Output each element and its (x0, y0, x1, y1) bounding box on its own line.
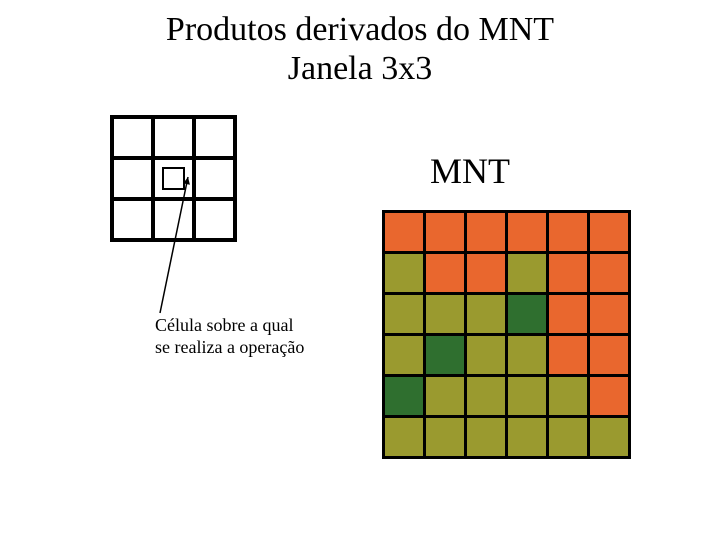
mnt-cell (549, 254, 587, 292)
window-cell (114, 201, 151, 238)
mnt-cell (467, 295, 505, 333)
mnt-cell (590, 418, 628, 456)
mnt-cell (426, 336, 464, 374)
window-cell (155, 201, 192, 238)
mnt-cell (508, 377, 546, 415)
mnt-cell (467, 336, 505, 374)
mnt-cell (426, 254, 464, 292)
mnt-cell (426, 377, 464, 415)
mnt-cell (508, 213, 546, 251)
mnt-cell (385, 377, 423, 415)
mnt-label: MNT (430, 150, 510, 192)
mnt-cell (549, 377, 587, 415)
mnt-cell (508, 418, 546, 456)
mnt-cell (508, 295, 546, 333)
mnt-cell (426, 295, 464, 333)
mnt-cell (549, 336, 587, 374)
page-title: Produtos derivados do MNT Janela 3x3 (0, 10, 720, 88)
mnt-cell (590, 336, 628, 374)
mnt-cell (549, 213, 587, 251)
mnt-cell (426, 213, 464, 251)
mnt-cell (385, 254, 423, 292)
mnt-cell (467, 418, 505, 456)
caption-text: Célula sobre a qual se realiza a operaçã… (155, 315, 304, 358)
title-line-2: Janela 3x3 (0, 49, 720, 88)
window-cell (114, 160, 151, 197)
mnt-cell (467, 213, 505, 251)
mnt-cell (508, 254, 546, 292)
window-cell (196, 201, 233, 238)
window-3x3-grid (110, 115, 237, 242)
mnt-cell (467, 377, 505, 415)
mnt-cell (590, 213, 628, 251)
mnt-cell (549, 418, 587, 456)
caption-line-1: Célula sobre a qual (155, 315, 304, 337)
mnt-cell (385, 213, 423, 251)
window-cell (155, 160, 192, 197)
mnt-raster-grid (382, 210, 631, 459)
mnt-cell (590, 295, 628, 333)
mnt-cell (590, 377, 628, 415)
mnt-cell (467, 254, 505, 292)
mnt-cell (385, 295, 423, 333)
caption-line-2: se realiza a operação (155, 337, 304, 359)
mnt-cell (385, 336, 423, 374)
mnt-cell (590, 254, 628, 292)
window-cell (196, 160, 233, 197)
window-center-cell (162, 167, 184, 189)
window-cell (114, 119, 151, 156)
title-line-1: Produtos derivados do MNT (0, 10, 720, 49)
mnt-cell (426, 418, 464, 456)
mnt-cell (549, 295, 587, 333)
window-cell (155, 119, 192, 156)
mnt-cell (385, 418, 423, 456)
window-cell (196, 119, 233, 156)
mnt-cell (508, 336, 546, 374)
